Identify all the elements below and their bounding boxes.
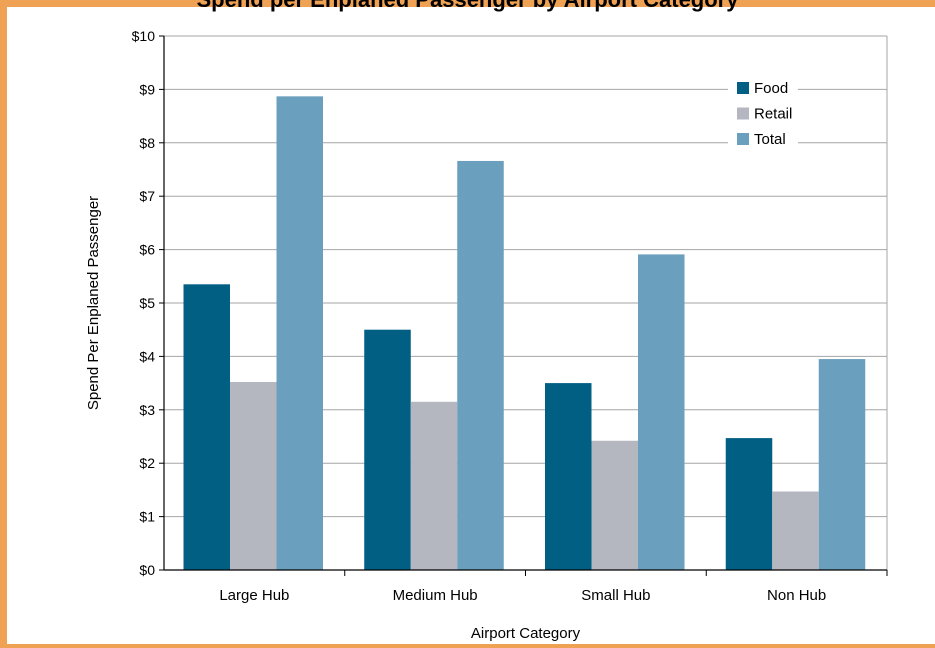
y-tick-label: $4	[139, 348, 155, 364]
y-tick-label: $5	[139, 295, 155, 311]
bar-total	[638, 254, 685, 570]
x-tick-label: Medium Hub	[393, 587, 478, 604]
bar-food	[545, 383, 592, 570]
y-tick-label: $0	[139, 562, 155, 578]
y-tick-label: $7	[139, 188, 155, 204]
bar-retail	[772, 491, 819, 570]
page-title: Spend per Enplaned Passenger by Airport …	[0, 0, 935, 13]
y-tick-label: $6	[139, 242, 155, 258]
bar-total	[276, 96, 323, 570]
y-tick-label: $1	[139, 509, 155, 525]
legend-swatch-total	[737, 133, 749, 145]
bar-food	[183, 284, 230, 570]
y-axis-title: Spend Per Enplaned Passenger	[85, 196, 102, 410]
x-tick-label: Non Hub	[767, 587, 826, 604]
y-tick-label: $3	[139, 402, 155, 418]
legend-swatch-food	[737, 82, 749, 94]
legend-label-total: Total	[754, 131, 786, 148]
bar-total	[457, 160, 504, 570]
x-axis-title: Airport Category	[471, 625, 581, 642]
bar-total	[818, 359, 866, 570]
bar-retail	[230, 382, 277, 570]
bar-retail	[591, 440, 638, 570]
x-tick-label: Small Hub	[581, 587, 650, 604]
bar-food	[725, 438, 773, 570]
x-tick-label: Large Hub	[219, 587, 289, 604]
legend-swatch-retail	[737, 107, 749, 120]
legend-label-retail: Retail	[754, 106, 792, 123]
bar-retail	[410, 401, 458, 570]
bar-food	[364, 329, 411, 570]
y-tick-label: $10	[132, 28, 156, 44]
y-tick-label: $8	[139, 135, 155, 151]
y-tick-label: $2	[139, 455, 155, 471]
legend-label-food: Food	[754, 80, 788, 97]
y-tick-label: $9	[139, 81, 155, 97]
